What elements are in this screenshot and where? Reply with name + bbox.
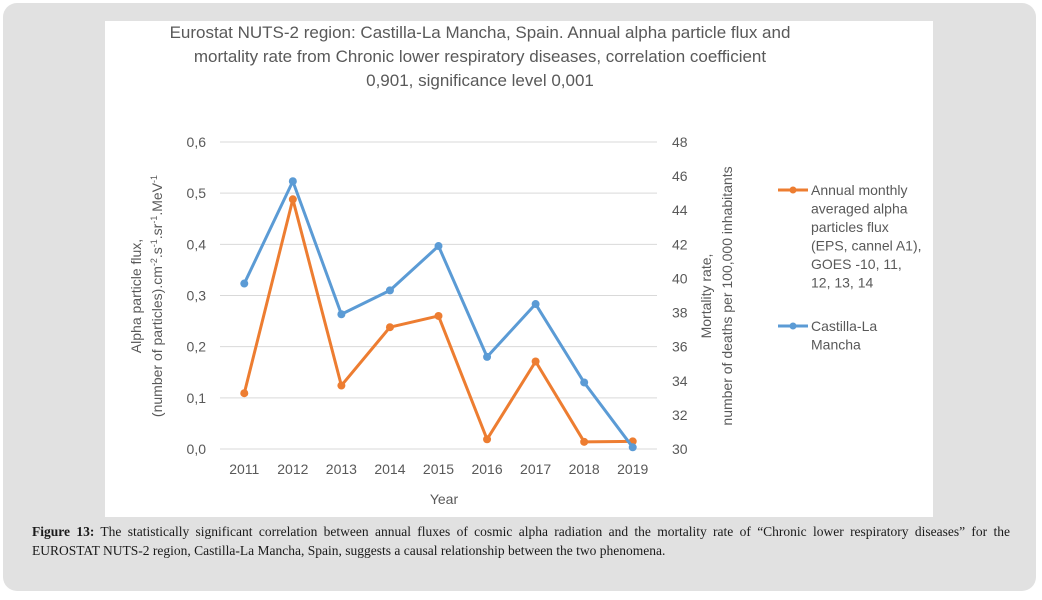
legend: Annual monthly averaged alpha particles fl…	[778, 182, 922, 353]
legend-label-line: particles flux	[811, 219, 889, 235]
right-axis-title-line: number of deaths per 100,000 inhabitants	[719, 166, 735, 425]
x-tick-label: 2013	[326, 461, 357, 477]
legend-label-line: GOES -10, 11,	[811, 256, 902, 272]
data-point-2015	[434, 242, 443, 251]
left-axis-title-line: Alpha particle flux,	[128, 239, 144, 353]
left-tick-label: 0,5	[187, 185, 207, 201]
left-axis-title: Alpha particle flux, (number of particles…	[128, 175, 165, 417]
left-tick-label: 0,1	[187, 390, 207, 406]
x-axis-ticks: 2011 2012 2013 2014 2015 2016 2017 2018 2019	[229, 461, 648, 477]
data-point-2016	[483, 352, 492, 361]
caption-text: The statistically significant correlatio…	[32, 524, 1010, 558]
left-tick-label: 0,3	[187, 288, 207, 304]
right-axis-ticks: 30 32 34 36 38 40 42 44 46 48	[672, 134, 688, 457]
superscript: -1	[149, 175, 159, 183]
left-axis-ticks: 0,0 0,1 0,2 0,3 0,4 0,5 0,6	[187, 134, 207, 457]
data-point-2016	[483, 435, 492, 444]
superscript: -2	[149, 258, 159, 266]
series	[240, 177, 637, 452]
x-tick-label: 2019	[617, 461, 648, 477]
legend-label-line: Mancha	[811, 337, 861, 353]
chart-title: Eurostat NUTS-2 region: Castilla-La Manc…	[170, 23, 791, 90]
unit-part: .s	[149, 247, 165, 258]
right-tick-label: 32	[672, 407, 688, 423]
right-tick-label: 40	[672, 270, 688, 286]
series-2	[240, 177, 637, 452]
right-axis-title-line: Mortality rate,	[698, 254, 714, 339]
chart-title-line: Eurostat NUTS-2 region: Castilla-La Manc…	[170, 23, 791, 42]
x-tick-label: 2011	[229, 461, 259, 477]
right-tick-label: 36	[672, 339, 688, 355]
legend-label-line: averaged alpha	[811, 201, 908, 217]
unit-part: .MeV	[149, 182, 165, 215]
data-point-2011	[240, 279, 249, 288]
series-line	[242, 197, 635, 444]
unit-part: .sr	[149, 223, 165, 239]
data-point-2019	[628, 443, 637, 452]
x-tick-label: 2016	[471, 461, 502, 477]
left-tick-label: 0,2	[187, 339, 207, 355]
x-tick-label: 2012	[277, 461, 308, 477]
right-tick-label: 48	[672, 134, 688, 150]
right-axis-title: Mortality rate, number of deaths per 100,…	[698, 166, 735, 425]
data-point-2018	[580, 378, 589, 387]
data-point-2012	[288, 195, 297, 204]
data-point-2017	[531, 300, 540, 309]
right-tick-label: 30	[672, 441, 688, 457]
gridlines	[220, 141, 657, 450]
legend-label-line: Annual monthly	[811, 182, 908, 198]
right-tick-label: 44	[672, 202, 688, 218]
data-point-2018	[580, 437, 589, 446]
data-point-2015	[434, 311, 443, 320]
legend-item-2: Castilla-La Mancha	[778, 318, 877, 353]
right-tick-label: 46	[672, 168, 688, 184]
left-tick-label: 0,6	[187, 134, 207, 150]
data-point-2017	[531, 357, 540, 366]
right-tick-label: 34	[672, 373, 688, 389]
x-tick-label: 2018	[569, 461, 600, 477]
data-point-2014	[385, 286, 394, 295]
data-point-2013	[337, 381, 346, 390]
legend-marker-icon	[789, 186, 797, 194]
x-tick-label: 2014	[374, 461, 405, 477]
left-tick-label: 0,4	[187, 236, 207, 252]
x-tick-label: 2015	[423, 461, 454, 477]
legend-label-line: (EPS, cannel A1),	[811, 238, 922, 254]
legend-marker-icon	[789, 322, 797, 330]
legend-label-line: 12, 13, 14	[811, 275, 873, 291]
x-tick-label: 2017	[520, 461, 551, 477]
legend-item-1: Annual monthly averaged alpha particles fl…	[778, 182, 922, 291]
x-axis-title: Year	[430, 491, 459, 507]
data-point-2012	[288, 177, 297, 186]
data-point-2011	[240, 389, 249, 398]
data-point-2014	[385, 323, 394, 332]
unit-part: (number of particles).cm	[149, 266, 165, 417]
right-tick-label: 38	[672, 305, 688, 321]
superscript: -1	[149, 239, 159, 247]
caption-label: Figure 13:	[32, 524, 95, 539]
chart-title-line: mortality rate from Chronic lower respir…	[194, 47, 767, 66]
right-tick-label: 42	[672, 236, 688, 252]
left-axis-title-line: (number of particles).cm-2.s-1.sr-1.MeV-…	[149, 175, 165, 417]
left-tick-label: 0,0	[187, 441, 207, 457]
series-1	[240, 195, 637, 446]
superscript: -1	[149, 216, 159, 224]
chart-area	[105, 21, 933, 517]
data-point-2013	[337, 310, 346, 319]
figure-caption: Figure 13: The statistically significant…	[32, 522, 1010, 560]
chart-title-line: 0,901, significance level 0,001	[366, 71, 594, 90]
legend-label-line: Castilla-La	[811, 318, 877, 334]
